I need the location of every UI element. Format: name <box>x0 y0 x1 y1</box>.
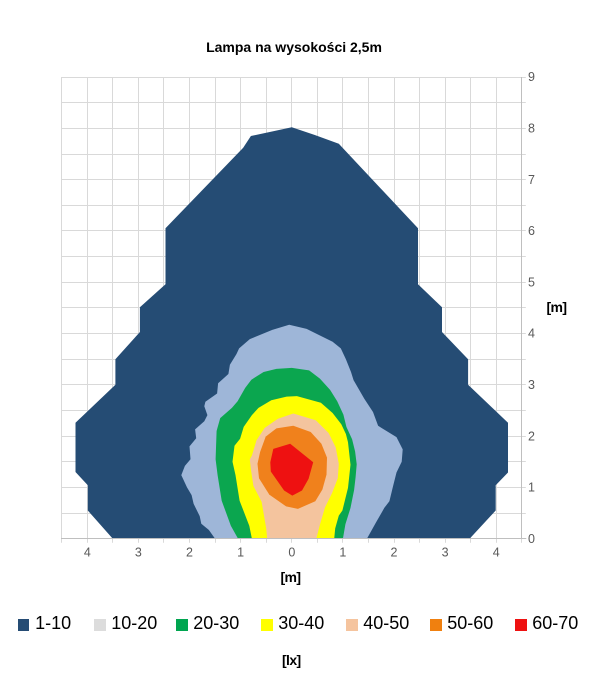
svg-text:3: 3 <box>528 378 535 392</box>
svg-text:1: 1 <box>339 545 346 559</box>
svg-text:7: 7 <box>528 173 535 187</box>
svg-text:2: 2 <box>528 429 535 443</box>
svg-text:3: 3 <box>135 545 142 559</box>
svg-text:4: 4 <box>84 545 91 559</box>
svg-text:6: 6 <box>528 224 535 238</box>
svg-text:0: 0 <box>288 545 295 559</box>
svg-text:9: 9 <box>528 70 535 84</box>
svg-text:2: 2 <box>186 545 193 559</box>
svg-text:8: 8 <box>528 122 535 136</box>
svg-text:1: 1 <box>237 545 244 559</box>
svg-text:4: 4 <box>528 327 535 341</box>
svg-text:4: 4 <box>493 545 500 559</box>
svg-text:1: 1 <box>528 481 535 495</box>
svg-text:5: 5 <box>528 275 535 289</box>
svg-text:2: 2 <box>391 545 398 559</box>
svg-text:0: 0 <box>528 532 535 546</box>
svg-text:3: 3 <box>442 545 449 559</box>
